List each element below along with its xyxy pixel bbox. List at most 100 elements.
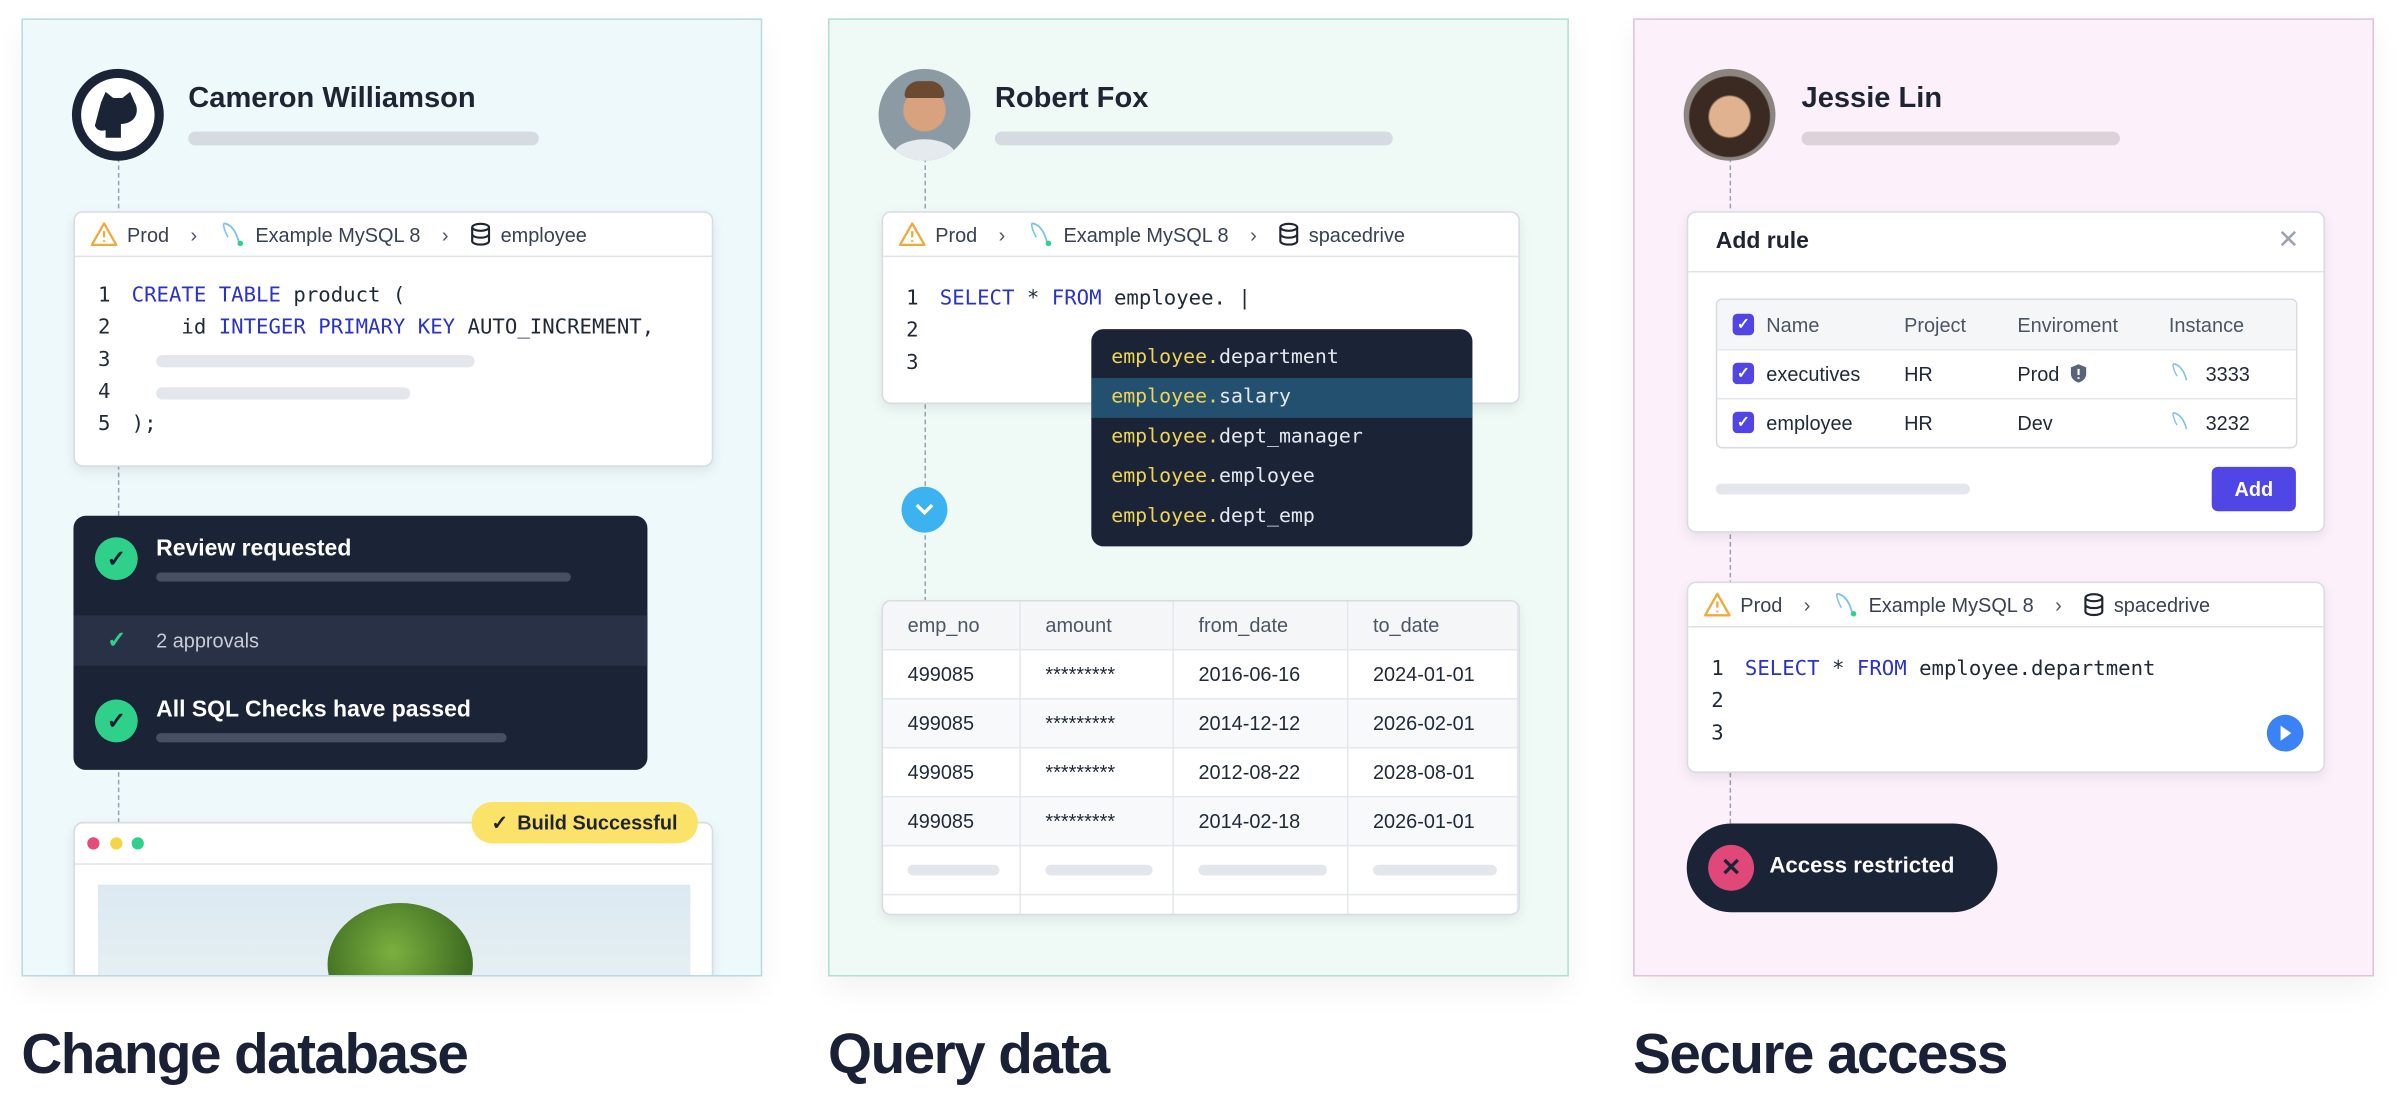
table-cell: 2016-06-16 [1173, 650, 1349, 700]
sql-keyword: FROM [1856, 656, 1907, 682]
rule-row[interactable]: ✓ employee HR Dev 3232 [1717, 398, 2296, 447]
sql-keyword: INTEGER PRIMARY KEY [218, 315, 456, 340]
column-header: Project [1904, 313, 1967, 337]
column-header[interactable]: amount [1020, 601, 1174, 651]
placeholder-bar [994, 131, 1393, 146]
table-cell: 2012-08-22 [1173, 748, 1349, 798]
user-name: Robert Fox [994, 82, 1149, 115]
autocomplete-item[interactable]: employee.salary [1091, 378, 1473, 418]
table-cell: 499085 [883, 748, 1021, 798]
sql-checks-label: All SQL Checks have passed [156, 696, 471, 723]
secure-access-panel: Jessie Lin Add rule ✕ ✓ Name Project Enviro… [1633, 18, 2374, 977]
chevron-down-icon[interactable] [901, 486, 948, 533]
result-table: emp_no amount from_date to_date 499085 ******… [881, 599, 1520, 916]
line-number: 3 [1711, 720, 1724, 746]
section-title: Change database [21, 1022, 469, 1086]
select-all-checkbox[interactable]: ✓ [1732, 313, 1755, 336]
dialog-header: Add rule ✕ [1688, 213, 2324, 273]
code-text: AUTO_INCREMENT, [455, 315, 655, 340]
breadcrumb-environment[interactable]: Prod [935, 222, 978, 246]
autocomplete-item[interactable]: employee.dept_emp [1091, 497, 1472, 537]
placeholder-cell [1348, 895, 1519, 914]
breadcrumb-environment[interactable]: Prod [1740, 593, 1783, 617]
column-header: Instance [2168, 313, 2245, 337]
table-cell: 2014-12-12 [1173, 699, 1349, 749]
breadcrumb: Prod › Example MySQL 8 › spacedrive [883, 213, 1519, 258]
section-title: Secure access [1633, 1022, 2008, 1086]
mysql-icon [1027, 220, 1055, 248]
add-button[interactable]: Add [2211, 466, 2296, 512]
breadcrumb-instance[interactable]: Example MySQL 8 [1063, 222, 1229, 246]
breadcrumb-database[interactable]: employee [500, 222, 587, 246]
user-avatar [1683, 68, 1776, 161]
breadcrumb: Prod › Example MySQL 8 › employee [74, 213, 712, 258]
error-x-icon: ✕ [1708, 844, 1755, 891]
chevron-right-icon: › [1250, 222, 1257, 246]
change-database-panel: Cameron Williamson Prod › Example MySQL 8 ›… [21, 18, 763, 977]
table-cell: 2026-01-01 [1348, 797, 1519, 847]
placeholder-bar [1715, 483, 1970, 495]
rule-table-header: ✓ Name Project Enviroment Instance [1717, 299, 2296, 351]
check-icon: ✓ [107, 627, 127, 654]
database-icon [2083, 592, 2104, 617]
section-title: Query data [828, 1022, 1110, 1086]
placeholder-bar [907, 864, 1000, 876]
row-checkbox[interactable]: ✓ [1732, 362, 1755, 385]
warning-icon [1703, 592, 1732, 617]
autocomplete-item[interactable]: employee.department [1091, 338, 1472, 378]
mysql-icon [2169, 410, 2193, 439]
rule-project: HR [1904, 411, 1933, 435]
line-number: 3 [97, 347, 111, 372]
line-number: 2 [97, 315, 111, 340]
column-header[interactable]: from_date [1173, 601, 1349, 651]
mysql-icon [219, 220, 247, 248]
breadcrumb-database[interactable]: spacedrive [1308, 222, 1405, 246]
line-number: 5 [97, 411, 111, 437]
shield-icon [2069, 363, 2087, 389]
window-titlebar [74, 823, 712, 865]
placeholder-bar [156, 572, 571, 582]
maximize-dot-icon[interactable] [131, 837, 144, 850]
breadcrumb-instance[interactable]: Example MySQL 8 [1868, 593, 2034, 617]
table-cell: 499085 [883, 650, 1021, 700]
code-line: id INTEGER PRIMARY KEY AUTO_INCREMENT, [132, 315, 655, 340]
column-header[interactable]: to_date [1348, 601, 1519, 651]
access-restricted-toast: ✕ Access restricted [1686, 823, 1998, 913]
user-avatar [878, 68, 971, 161]
close-dot-icon[interactable] [87, 837, 100, 850]
user-name: Jessie Lin [1801, 82, 1943, 115]
placeholder-cell [1174, 895, 1349, 914]
line-number: 1 [906, 286, 919, 311]
column-header[interactable]: emp_no [883, 601, 1021, 651]
chevron-right-icon: › [1803, 593, 1811, 617]
code-text: product ( [280, 283, 406, 308]
rule-row[interactable]: ✓ executives HR Prod 3333 [1717, 349, 2296, 400]
rule-instance: 3333 [2205, 362, 2250, 386]
user-name: Cameron Williamson [188, 82, 476, 115]
close-icon[interactable]: ✕ [2277, 224, 2300, 255]
dialog-title: Add rule [1715, 228, 1809, 255]
placeholder-bar [156, 387, 411, 400]
suggestion-prefix: employee. [1111, 385, 1220, 409]
database-icon [470, 222, 491, 246]
review-status-card: ✓ Review requested ✓ 2 approvals ✓ All S… [73, 515, 648, 770]
minimize-dot-icon[interactable] [110, 837, 123, 850]
line-number: 2 [906, 318, 919, 343]
line-number: 1 [97, 283, 111, 308]
breadcrumb: Prod › Example MySQL 8 › spacedrive [1688, 583, 2324, 628]
line-number: 2 [1711, 688, 1724, 714]
placeholder-bar [156, 733, 507, 743]
breadcrumb-instance[interactable]: Example MySQL 8 [255, 222, 421, 246]
autocomplete-item[interactable]: employee.employee [1091, 458, 1472, 498]
autocomplete-item[interactable]: employee.dept_manager [1091, 418, 1472, 458]
run-button[interactable] [2266, 714, 2304, 752]
breadcrumb-environment[interactable]: Prod [127, 222, 170, 246]
breadcrumb-database[interactable]: spacedrive [2113, 593, 2211, 617]
review-requested-label: Review requested [156, 535, 352, 562]
code-text: employee.department [1906, 656, 2156, 682]
rule-table: ✓ Name Project Enviroment Instance ✓ executive… [1715, 298, 2298, 449]
row-checkbox[interactable]: ✓ [1732, 411, 1755, 434]
code-line: ); [132, 412, 157, 436]
column-header: Name [1766, 313, 1820, 337]
build-successful-badge: ✓ Build Successful [471, 802, 698, 844]
